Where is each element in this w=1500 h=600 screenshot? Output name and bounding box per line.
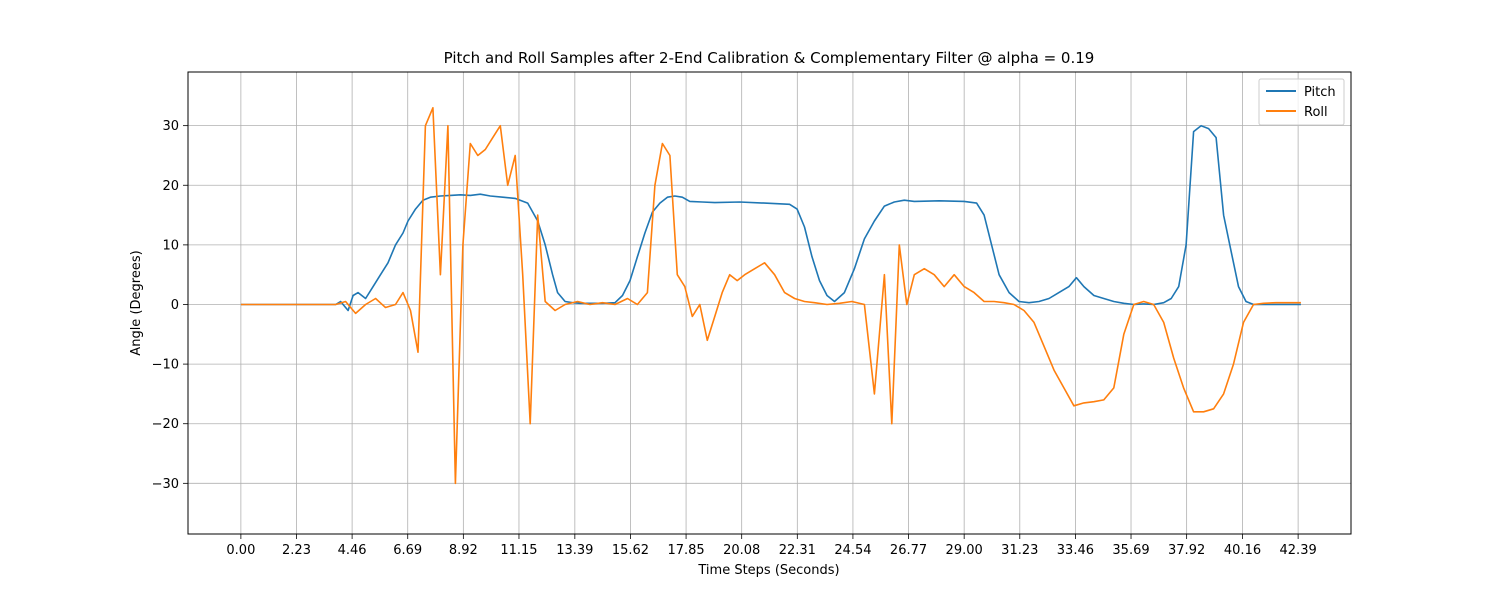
x-tick-label: 8.92 bbox=[449, 543, 478, 558]
x-tick-label: 40.16 bbox=[1224, 543, 1261, 558]
x-tick-label: 37.92 bbox=[1168, 543, 1205, 558]
legend-label-roll: Roll bbox=[1304, 105, 1328, 120]
legend-label-pitch: Pitch bbox=[1304, 85, 1336, 100]
y-tick-label: −10 bbox=[152, 358, 179, 373]
chart-title: Pitch and Roll Samples after 2-End Calib… bbox=[444, 49, 1095, 67]
x-tick-label: 42.39 bbox=[1280, 543, 1317, 558]
x-tick-label: 4.46 bbox=[338, 543, 367, 558]
x-tick-label: 20.08 bbox=[723, 543, 760, 558]
x-tick-label: 11.15 bbox=[500, 543, 537, 558]
y-tick-label: −30 bbox=[152, 477, 179, 492]
x-tick-label: 17.85 bbox=[667, 543, 704, 558]
y-tick-label: 0 bbox=[171, 298, 179, 313]
x-tick-label: 6.69 bbox=[393, 543, 422, 558]
y-axis-label: Angle (Degrees) bbox=[129, 250, 144, 355]
x-tick-label: 15.62 bbox=[612, 543, 649, 558]
grid bbox=[188, 72, 1351, 534]
y-tick-label: 30 bbox=[162, 119, 179, 134]
y-tick-label: 10 bbox=[162, 238, 179, 253]
x-tick-label: 0.00 bbox=[226, 543, 255, 558]
x-tick-label: 26.77 bbox=[890, 543, 927, 558]
series-line-pitch bbox=[240, 124, 1301, 312]
x-tick-label: 24.54 bbox=[834, 543, 871, 558]
plot-area-frame bbox=[187, 71, 1352, 535]
y-tick-label: 20 bbox=[162, 179, 179, 194]
x-axis-ticks: 0.00 2.23 4.46 6.69 8.92 11.15 13.39 15.62 17.85… bbox=[226, 534, 1317, 558]
series-group bbox=[240, 107, 1301, 485]
x-tick-label: 2.23 bbox=[282, 543, 311, 558]
series-line-roll bbox=[240, 107, 1301, 485]
x-tick-label: 29.00 bbox=[946, 543, 983, 558]
y-axis-ticks: −30 −20 −10 0 10 20 30 bbox=[152, 119, 188, 492]
y-tick-label: −20 bbox=[152, 417, 179, 432]
x-tick-label: 35.69 bbox=[1112, 543, 1149, 558]
x-axis-label: Time Steps (Seconds) bbox=[697, 563, 839, 578]
x-tick-label: 33.46 bbox=[1057, 543, 1094, 558]
legend: Pitch Roll bbox=[1258, 78, 1345, 126]
x-tick-label: 22.31 bbox=[779, 543, 816, 558]
x-tick-label: 13.39 bbox=[556, 543, 593, 558]
x-tick-label: 31.23 bbox=[1001, 543, 1038, 558]
